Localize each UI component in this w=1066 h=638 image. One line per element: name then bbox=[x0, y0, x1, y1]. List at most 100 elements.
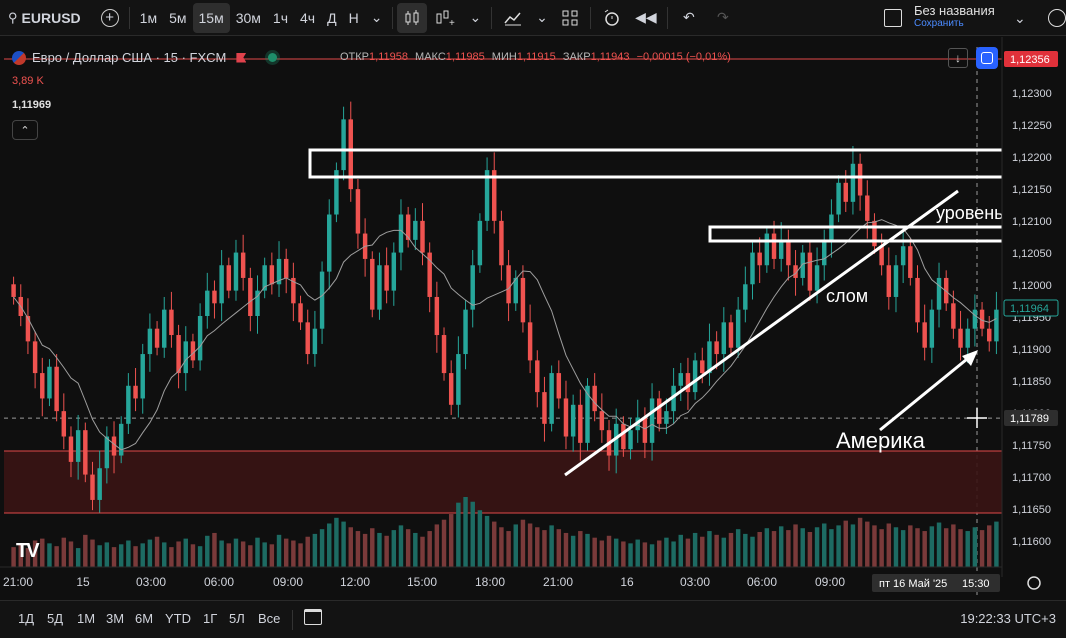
volume-bar bbox=[556, 529, 562, 567]
volume-bar bbox=[750, 536, 755, 567]
interval-day[interactable]: Д bbox=[327, 9, 337, 26]
price-axis[interactable]: 1,12300 1,12250 1,12200 1,12150 1,12100 1,120… bbox=[1001, 37, 1066, 599]
undo-button[interactable]: ↶ bbox=[672, 3, 706, 33]
range-1d[interactable]: 1Д bbox=[18, 611, 35, 626]
time-tick-label: 06:00 bbox=[204, 575, 234, 589]
interval-1m[interactable]: 1м bbox=[139, 9, 158, 26]
crosshair-price-tag-text: 1,11789 bbox=[1010, 413, 1049, 425]
price-chart[interactable]: уровень слом Америка 1,12300 1,12250 1,12200… bbox=[0, 37, 1066, 599]
layout-chevron-icon[interactable]: ⌄ bbox=[1014, 9, 1026, 26]
clock[interactable]: 19:22:33 UTC+3 bbox=[960, 611, 1056, 626]
volume-bar bbox=[793, 524, 798, 567]
layout-title: Без названия bbox=[914, 3, 995, 18]
scroll-down-button[interactable]: ↓ bbox=[948, 48, 968, 68]
layout-save[interactable]: Без названия Сохранить bbox=[914, 3, 995, 30]
volume-bar bbox=[233, 538, 239, 567]
layout-button[interactable] bbox=[554, 3, 586, 33]
settings-button[interactable] bbox=[1042, 3, 1066, 33]
candle bbox=[843, 182, 848, 202]
gauge-icon bbox=[1048, 9, 1066, 27]
range-ytd[interactable]: YTD bbox=[165, 611, 191, 626]
candle bbox=[54, 366, 59, 412]
current-price-tag: 1,12356 bbox=[1004, 51, 1058, 67]
candle bbox=[886, 265, 892, 297]
redo-icon: ↷ bbox=[717, 9, 729, 25]
candle bbox=[305, 322, 310, 355]
interval-5m[interactable]: 5м bbox=[169, 9, 187, 26]
range-3m[interactable]: 3М bbox=[106, 611, 125, 626]
axis-settings-icon[interactable] bbox=[1027, 576, 1041, 590]
volume-bar bbox=[972, 527, 978, 567]
time-tick-label: 03:00 bbox=[680, 575, 710, 589]
auto-scale-button[interactable] bbox=[976, 47, 998, 69]
range-1y[interactable]: 1Г bbox=[203, 611, 218, 626]
candle bbox=[527, 322, 533, 361]
candle bbox=[685, 373, 691, 393]
candle bbox=[800, 252, 805, 278]
time-axis[interactable]: 21:00 15 03:00 06:00 09:00 12:00 15:00 18:00 21:… bbox=[0, 566, 1041, 592]
price-tick-label: 1,11900 bbox=[1012, 344, 1051, 356]
break-label: слом bbox=[826, 286, 868, 306]
ma-value: 1,11969 bbox=[12, 99, 52, 111]
alarm-clock-icon bbox=[604, 9, 619, 26]
interval-30m[interactable]: 30м bbox=[235, 9, 261, 26]
candle bbox=[348, 119, 353, 190]
volume-bar bbox=[692, 532, 698, 567]
change-value: −0,00015 (−0,01%) bbox=[636, 51, 731, 63]
alert-button[interactable] bbox=[595, 3, 629, 33]
candle bbox=[40, 373, 45, 399]
indicators-button[interactable] bbox=[496, 3, 530, 33]
range-5d[interactable]: 5Д bbox=[47, 611, 64, 626]
volume-bar bbox=[25, 548, 31, 567]
interval-week[interactable]: Н bbox=[348, 9, 359, 26]
compare-add-button[interactable]: + bbox=[95, 3, 125, 33]
candle bbox=[628, 430, 633, 450]
volume-bar bbox=[83, 534, 88, 567]
candle bbox=[807, 252, 813, 291]
crosshair-time: 15:30 bbox=[962, 578, 990, 590]
symbol-search-button[interactable]: ⚲ EURUSD bbox=[0, 3, 87, 33]
interval-1h[interactable]: 1ч bbox=[272, 9, 288, 26]
interval-4h[interactable]: 4ч bbox=[300, 9, 316, 26]
candle bbox=[255, 290, 260, 316]
range-6m[interactable]: 6М bbox=[135, 611, 154, 626]
interval-dropdown-chevron-icon[interactable]: ⌄ bbox=[370, 9, 383, 25]
candle bbox=[377, 265, 382, 310]
volume-bar bbox=[685, 538, 691, 567]
replay-button[interactable]: ◀◀ bbox=[629, 3, 663, 33]
volume-bar bbox=[872, 525, 877, 567]
low-label: МИН bbox=[491, 51, 517, 63]
candle bbox=[420, 220, 425, 253]
volume-bar bbox=[649, 544, 655, 567]
bar-style-button[interactable]: + bbox=[427, 3, 463, 33]
goto-date-button[interactable] bbox=[304, 609, 322, 628]
chevron-down-icon[interactable]: ⌄ bbox=[536, 9, 548, 25]
candle bbox=[427, 252, 432, 297]
interval-15m[interactable]: 15м bbox=[192, 2, 230, 33]
chart-legend[interactable]: Евро / Доллар США · 15 · FXCM bbox=[12, 50, 278, 65]
trend-line bbox=[564, 189, 959, 477]
candle bbox=[915, 277, 920, 323]
candles-chart-type-button[interactable] bbox=[397, 2, 428, 33]
crosshair-time-tag: пт 16 Май '25 15:30 bbox=[872, 574, 1000, 592]
volume-bar bbox=[893, 527, 899, 567]
redo-button[interactable]: ↷ bbox=[706, 3, 740, 33]
range-1m[interactable]: 1М bbox=[77, 611, 96, 626]
chevron-down-icon[interactable]: ⌄ bbox=[469, 9, 482, 25]
volume-bar bbox=[384, 535, 389, 567]
save-link[interactable]: Сохранить bbox=[914, 18, 964, 30]
volume-bar bbox=[477, 510, 483, 567]
candle bbox=[678, 373, 683, 386]
volume-bar bbox=[305, 536, 310, 567]
support-zone bbox=[4, 58, 1002, 514]
price-tick-label: 1,12300 bbox=[1012, 88, 1052, 100]
candle bbox=[865, 195, 870, 221]
range-5y[interactable]: 5Л bbox=[229, 611, 245, 626]
tradingview-logo: TV bbox=[16, 540, 40, 562]
range-all[interactable]: Все bbox=[258, 611, 281, 626]
zone-fill bbox=[4, 451, 1002, 513]
candle bbox=[936, 277, 942, 310]
fullscreen-checkbox[interactable] bbox=[878, 3, 908, 33]
candle bbox=[972, 309, 978, 329]
collapse-legend-button[interactable]: ⌃ bbox=[12, 120, 38, 140]
